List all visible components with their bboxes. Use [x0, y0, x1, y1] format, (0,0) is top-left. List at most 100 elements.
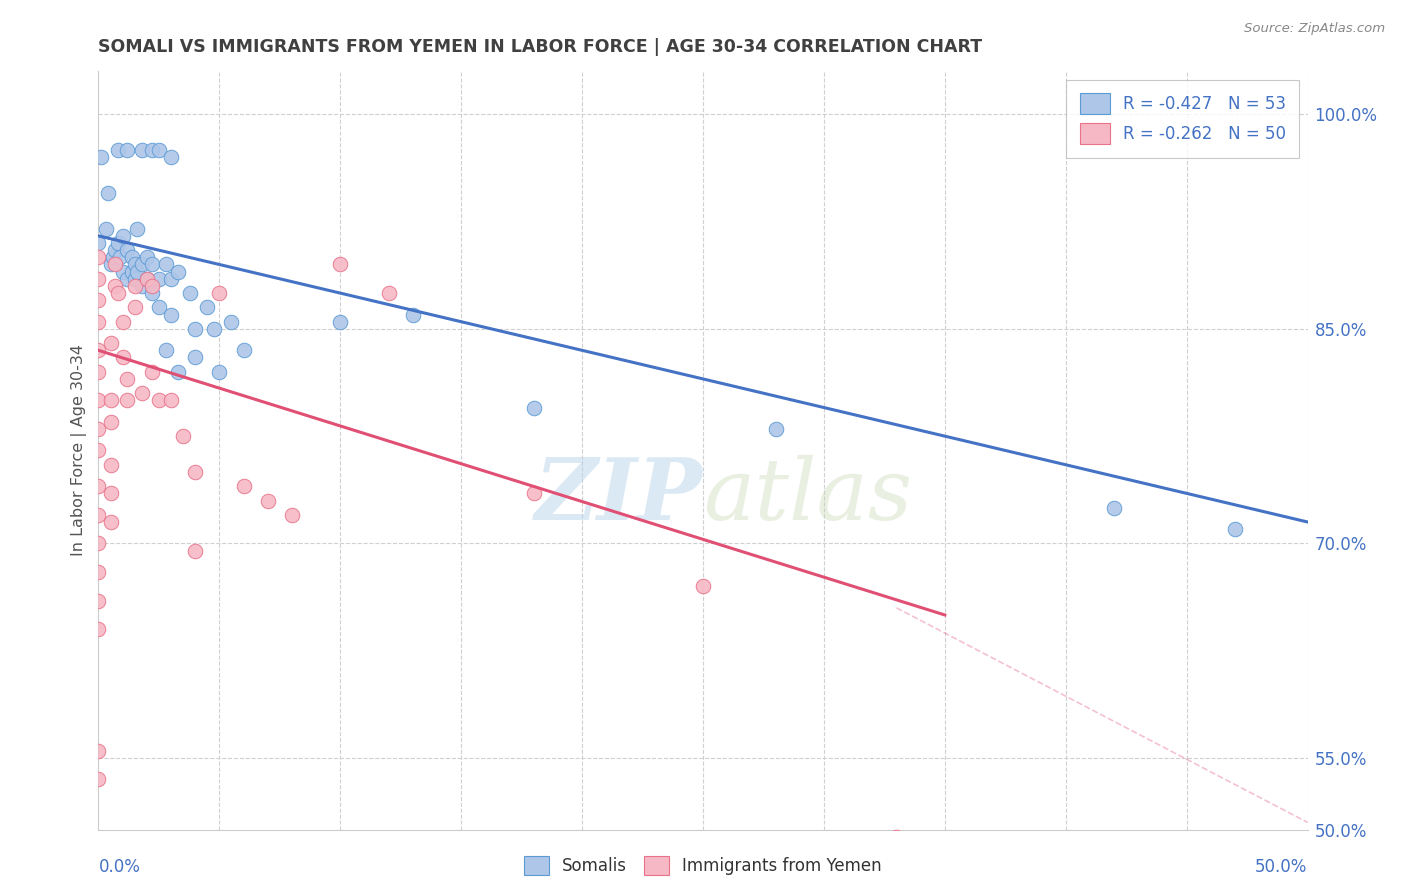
Point — [141, 365, 163, 379]
Point — [172, 429, 194, 443]
Point — [208, 365, 231, 379]
Text: 0.0%: 0.0% — [98, 858, 141, 876]
Point — [87, 772, 110, 787]
Point — [184, 322, 207, 336]
Point — [232, 479, 254, 493]
Point — [167, 365, 190, 379]
Point — [124, 272, 146, 286]
Text: atlas: atlas — [703, 455, 912, 537]
Point — [160, 150, 183, 164]
Point — [87, 422, 110, 436]
Point — [141, 143, 163, 157]
Point — [131, 143, 153, 157]
Point — [100, 486, 122, 500]
Point — [107, 143, 129, 157]
Y-axis label: In Labor Force | Age 30-34: In Labor Force | Age 30-34 — [72, 344, 87, 557]
Point — [148, 143, 170, 157]
Point — [127, 221, 149, 235]
Point — [111, 228, 134, 243]
Text: SOMALI VS IMMIGRANTS FROM YEMEN IN LABOR FORCE | AGE 30-34 CORRELATION CHART: SOMALI VS IMMIGRANTS FROM YEMEN IN LABOR… — [98, 38, 983, 56]
Point — [1102, 500, 1125, 515]
Point — [184, 465, 207, 479]
Point — [402, 308, 425, 322]
Point — [111, 265, 134, 279]
Point — [179, 286, 201, 301]
Point — [104, 258, 127, 272]
Point — [124, 301, 146, 315]
Point — [160, 393, 183, 408]
Point — [87, 443, 110, 458]
Point — [131, 279, 153, 293]
Point — [100, 415, 122, 429]
Point — [87, 315, 110, 329]
Point — [117, 372, 139, 386]
Legend: R = -0.427   N = 53, R = -0.262   N = 50: R = -0.427 N = 53, R = -0.262 N = 50 — [1066, 79, 1299, 158]
Point — [107, 286, 129, 301]
Point — [87, 235, 110, 250]
Text: Source: ZipAtlas.com: Source: ZipAtlas.com — [1244, 22, 1385, 36]
Point — [100, 515, 122, 529]
Point — [148, 272, 170, 286]
Point — [117, 243, 139, 257]
Point — [329, 258, 352, 272]
Point — [155, 343, 177, 358]
Point — [87, 622, 110, 636]
Point — [148, 393, 170, 408]
Point — [184, 543, 207, 558]
Point — [141, 258, 163, 272]
Point — [131, 258, 153, 272]
Point — [167, 265, 190, 279]
Point — [692, 579, 714, 593]
Point — [100, 393, 122, 408]
Point — [87, 293, 110, 308]
Point — [195, 301, 218, 315]
Point — [281, 508, 304, 522]
Point — [1223, 522, 1246, 536]
Point — [117, 393, 139, 408]
Point — [135, 272, 157, 286]
Point — [160, 272, 183, 286]
Point — [87, 744, 110, 758]
Point — [127, 265, 149, 279]
Point — [765, 422, 787, 436]
Point — [160, 308, 183, 322]
Text: ZIP: ZIP — [536, 454, 703, 538]
Point — [104, 243, 127, 257]
Point — [87, 365, 110, 379]
Point — [886, 830, 908, 844]
Point — [256, 493, 278, 508]
Point — [377, 286, 399, 301]
Point — [87, 479, 110, 493]
Text: 50.0%: 50.0% — [1256, 858, 1308, 876]
Point — [111, 315, 134, 329]
Point — [100, 258, 122, 272]
Point — [135, 250, 157, 264]
Point — [87, 343, 110, 358]
Point — [87, 250, 110, 264]
Point — [124, 279, 146, 293]
Point — [100, 458, 122, 472]
Point — [121, 250, 143, 264]
Point — [87, 508, 110, 522]
Point — [155, 258, 177, 272]
Point — [184, 351, 207, 365]
Point — [111, 351, 134, 365]
Point — [117, 143, 139, 157]
Point — [523, 486, 546, 500]
Point — [90, 150, 112, 164]
Point — [131, 386, 153, 401]
Point — [108, 250, 131, 264]
Point — [97, 186, 120, 200]
Point — [87, 536, 110, 550]
Point — [141, 279, 163, 293]
Point — [141, 286, 163, 301]
Point — [232, 343, 254, 358]
Point — [117, 272, 139, 286]
Point — [329, 315, 352, 329]
Point — [101, 250, 124, 264]
Point — [87, 272, 110, 286]
Point — [124, 258, 146, 272]
Point — [94, 221, 117, 235]
Point — [87, 593, 110, 607]
Point — [148, 301, 170, 315]
